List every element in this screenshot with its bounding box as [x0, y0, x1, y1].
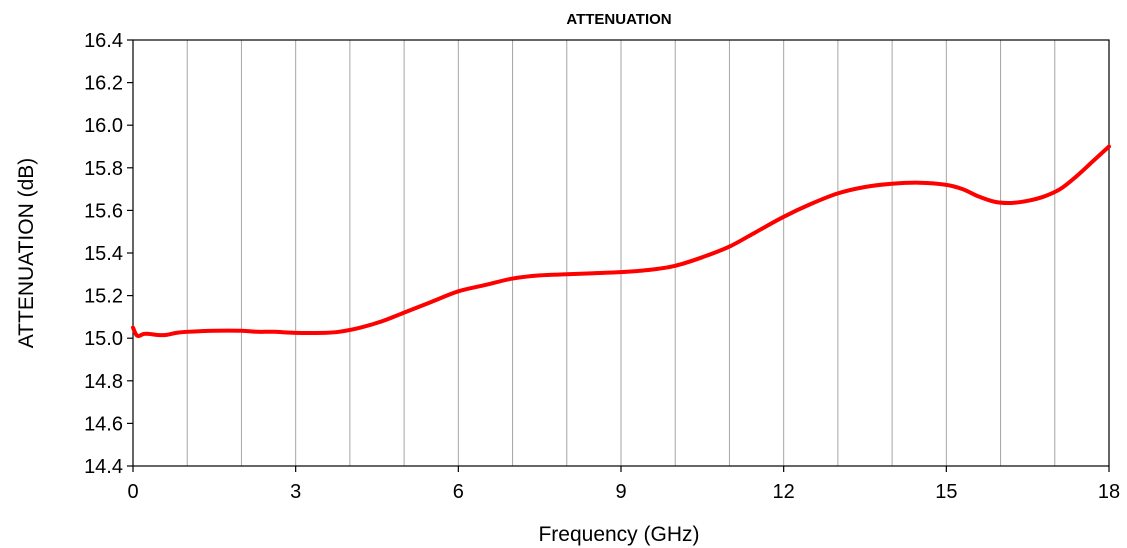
- x-tick-label: 12: [773, 481, 795, 503]
- y-tick-label: 16.4: [84, 30, 123, 52]
- chart-title: ATTENUATION: [566, 11, 671, 28]
- y-tick-label: 14.8: [84, 371, 123, 393]
- y-axis-tick-labels: 14.4 14.6 14.8 15.0 15.2 15.4 15.6 15.8 16.0 16.2…: [84, 30, 123, 478]
- x-axis-title: Frequency (GHz): [538, 523, 699, 546]
- y-tick-label: 15.2: [84, 286, 123, 308]
- y-tick-label: 15.6: [84, 200, 123, 222]
- series-layer: [131, 144, 1111, 339]
- y-tick-label: 16.2: [84, 73, 123, 95]
- attenuation-series-line: [131, 144, 1111, 339]
- y-tick-label: 15.4: [84, 243, 123, 265]
- y-axis-title: ATTENUATION (dB): [15, 158, 38, 349]
- y-tick-label: 14.4: [84, 456, 123, 478]
- grid-lines: [186, 40, 1056, 466]
- x-tick-label: 3: [290, 481, 301, 503]
- x-tick-label: 9: [615, 481, 626, 503]
- y-tick-label: 14.6: [84, 413, 123, 435]
- y-tick-label: 16.0: [84, 115, 123, 137]
- axis-ticks: [127, 39, 1110, 472]
- x-tick-label: 15: [935, 481, 957, 503]
- y-tick-label: 15.8: [84, 158, 123, 180]
- x-tick-label: 18: [1098, 481, 1120, 503]
- x-axis-tick-labels: 0 3 6 9 12 15 18: [127, 481, 1120, 503]
- x-tick-label: 0: [127, 481, 138, 503]
- x-tick-label: 6: [453, 481, 464, 503]
- y-tick-label: 15.0: [84, 328, 123, 350]
